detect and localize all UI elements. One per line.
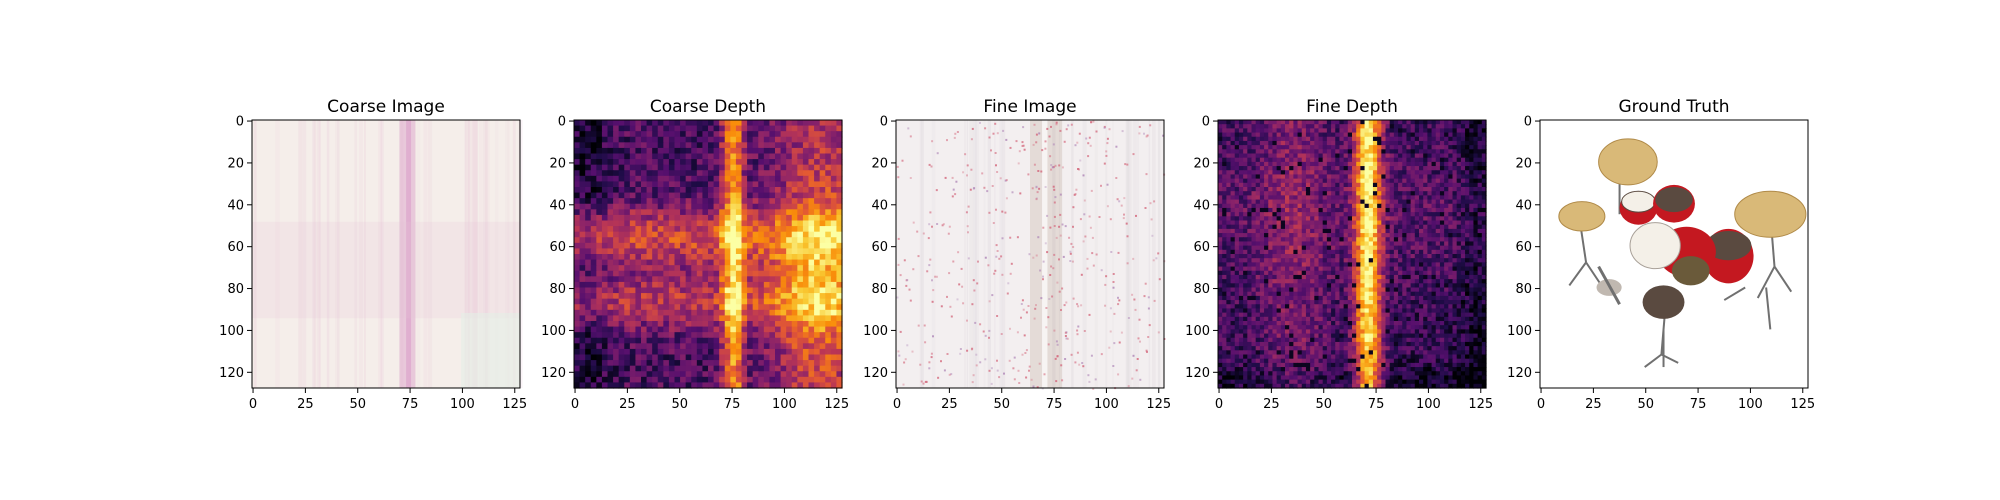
y-tick-label: 60 xyxy=(1193,240,1210,255)
x-tick-label: 125 xyxy=(824,397,849,412)
panel-2: Coarse Depth 0 25 50 75 100 125 0 20 40 60 80 100 120 xyxy=(541,97,849,412)
x-tick-label: 0 xyxy=(1537,397,1545,412)
x-tick-label: 50 xyxy=(349,397,366,412)
x-tick-label: 100 xyxy=(450,397,475,412)
y-tick-label: 0 xyxy=(1202,115,1210,130)
y-tick-label: 20 xyxy=(1193,156,1210,171)
y-tick-label: 20 xyxy=(549,156,566,171)
y-tick-label: 120 xyxy=(1185,366,1210,381)
y-tick-label: 80 xyxy=(1193,282,1210,297)
y-tick-label: 120 xyxy=(863,366,888,381)
panel-title: Coarse Depth xyxy=(650,97,766,117)
x-tick-label: 0 xyxy=(893,397,901,412)
panel-title: Fine Depth xyxy=(1306,97,1398,117)
y-tick-label: 80 xyxy=(871,282,888,297)
y-tick-label: 40 xyxy=(871,198,888,213)
y-tick-label: 120 xyxy=(1507,366,1532,381)
panel-image xyxy=(252,120,523,388)
panel-title: Fine Image xyxy=(983,97,1076,117)
panel-frame xyxy=(895,119,1165,389)
x-tick-label: 75 xyxy=(1690,397,1707,412)
x-tick-label: 25 xyxy=(619,397,636,412)
y-tick-label: 60 xyxy=(1515,240,1532,255)
panel-title: Coarse Image xyxy=(327,97,445,117)
y-tick-label: 20 xyxy=(1515,156,1532,171)
x-tick-label: 75 xyxy=(1046,397,1063,412)
x-tick-label: 0 xyxy=(1215,397,1223,412)
y-tick-label: 60 xyxy=(549,240,566,255)
y-tick-label: 20 xyxy=(871,156,888,171)
y-tick-label: 80 xyxy=(549,282,566,297)
y-tick-label: 120 xyxy=(219,366,244,381)
x-tick-label: 100 xyxy=(1416,397,1441,412)
y-tick-label: 120 xyxy=(541,366,566,381)
y-tick-label: 60 xyxy=(227,240,244,255)
y-tick-label: 40 xyxy=(549,198,566,213)
panel-5: Ground Truth 0 25 50 75 100 125 0 20 40 60 80 100 120 xyxy=(1507,97,1815,412)
panel-image xyxy=(574,120,843,389)
panel-image xyxy=(1540,120,1808,388)
x-tick-label: 50 xyxy=(1315,397,1332,412)
y-tick-label: 0 xyxy=(1524,115,1532,130)
y-tick-label: 100 xyxy=(219,324,244,339)
y-tick-label: 20 xyxy=(227,156,244,171)
panel-frame xyxy=(573,119,843,389)
x-tick-label: 125 xyxy=(1146,397,1171,412)
y-tick-label: 0 xyxy=(880,115,888,130)
x-tick-label: 25 xyxy=(1263,397,1280,412)
x-tick-label: 50 xyxy=(671,397,688,412)
x-tick-label: 100 xyxy=(1094,397,1119,412)
y-tick-label: 100 xyxy=(1507,324,1532,339)
x-tick-label: 25 xyxy=(941,397,958,412)
x-tick-label: 75 xyxy=(724,397,741,412)
panel-3: Fine Image 0 25 50 75 100 125 0 20 40 60 80 100 120 xyxy=(863,97,1171,412)
x-tick-label: 125 xyxy=(502,397,527,412)
x-tick-label: 100 xyxy=(1738,397,1763,412)
panel-4: Fine Depth 0 25 50 75 100 125 0 20 40 60 80 100 120 xyxy=(1185,97,1493,412)
panel-1: Coarse Image 0 25 50 75 100 125 0 20 40 60 80 100 120 xyxy=(219,97,527,412)
panel-frame xyxy=(1217,119,1487,389)
y-tick-label: 80 xyxy=(1515,282,1532,297)
panel-image xyxy=(896,120,1166,390)
x-tick-label: 75 xyxy=(402,397,419,412)
x-tick-label: 0 xyxy=(571,397,579,412)
y-tick-label: 0 xyxy=(236,115,244,130)
y-tick-label: 100 xyxy=(541,324,566,339)
x-tick-label: 100 xyxy=(772,397,797,412)
x-tick-label: 50 xyxy=(993,397,1010,412)
panel-title: Ground Truth xyxy=(1618,97,1729,117)
y-tick-label: 80 xyxy=(227,282,244,297)
y-tick-label: 100 xyxy=(1185,324,1210,339)
y-tick-label: 40 xyxy=(1515,198,1532,213)
x-tick-label: 125 xyxy=(1790,397,1815,412)
x-tick-label: 50 xyxy=(1637,397,1654,412)
x-tick-label: 0 xyxy=(249,397,257,412)
y-tick-label: 60 xyxy=(871,240,888,255)
panel-frame xyxy=(251,119,521,389)
x-tick-label: 75 xyxy=(1368,397,1385,412)
x-tick-label: 125 xyxy=(1468,397,1493,412)
panel-image xyxy=(1218,120,1487,389)
x-tick-label: 25 xyxy=(1585,397,1602,412)
x-tick-label: 25 xyxy=(297,397,314,412)
y-tick-label: 40 xyxy=(227,198,244,213)
y-tick-label: 0 xyxy=(558,115,566,130)
panel-frame xyxy=(1539,119,1809,389)
y-tick-label: 40 xyxy=(1193,198,1210,213)
y-tick-label: 100 xyxy=(863,324,888,339)
